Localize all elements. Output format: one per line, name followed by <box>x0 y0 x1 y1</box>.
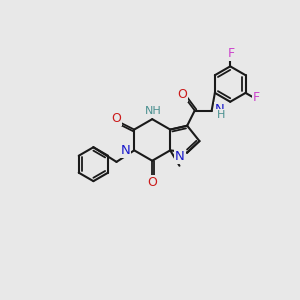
Text: F: F <box>228 47 235 60</box>
Text: O: O <box>111 112 121 125</box>
Text: O: O <box>147 176 157 189</box>
Text: O: O <box>178 88 187 101</box>
Text: N: N <box>175 150 184 163</box>
Text: N: N <box>121 144 130 157</box>
Text: NH: NH <box>146 106 162 116</box>
Text: N: N <box>215 103 224 116</box>
Text: H: H <box>217 110 225 120</box>
Text: F: F <box>253 91 260 104</box>
